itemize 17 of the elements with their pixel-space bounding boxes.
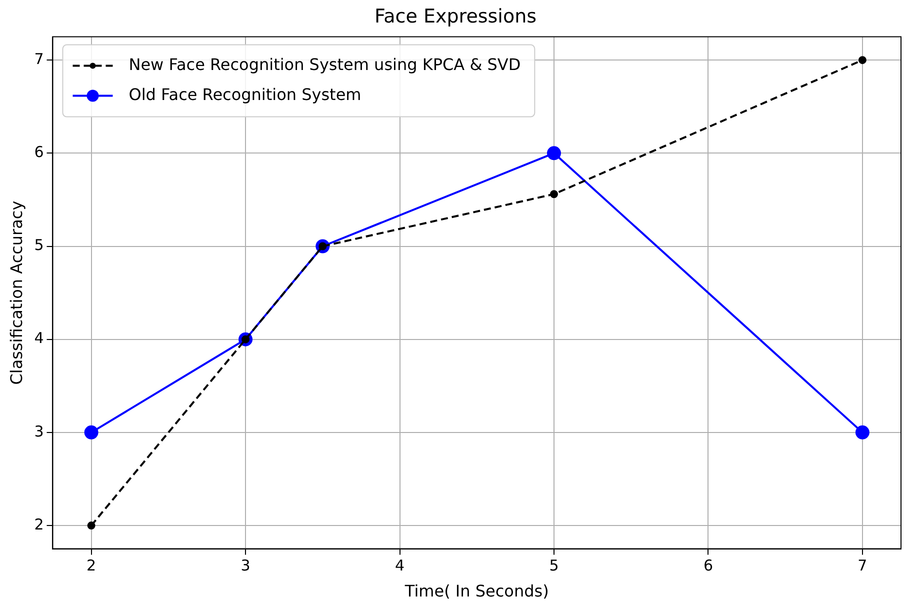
x-tick-label: 7 [858, 556, 868, 575]
x-tick-label: 5 [549, 556, 559, 575]
legend-label: New Face Recognition System using KPCA & SVD [128, 54, 521, 74]
y-axis-title: Classification Accuracy [6, 200, 26, 385]
x-tick-label: 3 [240, 556, 250, 575]
x-tick-label: 6 [703, 556, 713, 575]
legend-label: Old Face Recognition System [128, 84, 362, 104]
x-axis-title: Time( In Seconds) [404, 582, 549, 601]
y-tick-label: 5 [34, 236, 44, 254]
y-tick-label: 3 [34, 422, 44, 440]
chart-title: Face Expressions [374, 5, 537, 28]
y-tick-label: 7 [34, 50, 44, 68]
y-tick-label: 6 [34, 143, 44, 162]
x-tick-label: 4 [394, 556, 405, 575]
x-tick-label: 2 [86, 556, 96, 575]
y-tick-label: 2 [34, 515, 44, 534]
y-tick-label: 4 [34, 329, 44, 348]
